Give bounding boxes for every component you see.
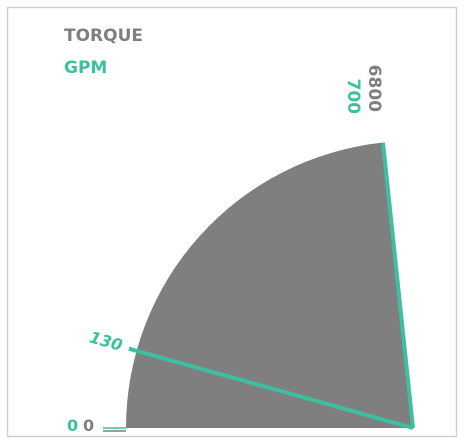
torque-min-label: 0 (83, 416, 94, 435)
legend-label: GPM (64, 58, 107, 78)
gpm-needle (128, 346, 414, 430)
gpm-max-line (381, 142, 415, 429)
gpm-max-label: 700 (343, 79, 363, 115)
legend-label: TORQUE (64, 26, 143, 46)
torque-wedge (126, 142, 413, 429)
torque-max-label: 6800 (364, 65, 384, 112)
gpm-min-label: 0 (67, 416, 78, 435)
